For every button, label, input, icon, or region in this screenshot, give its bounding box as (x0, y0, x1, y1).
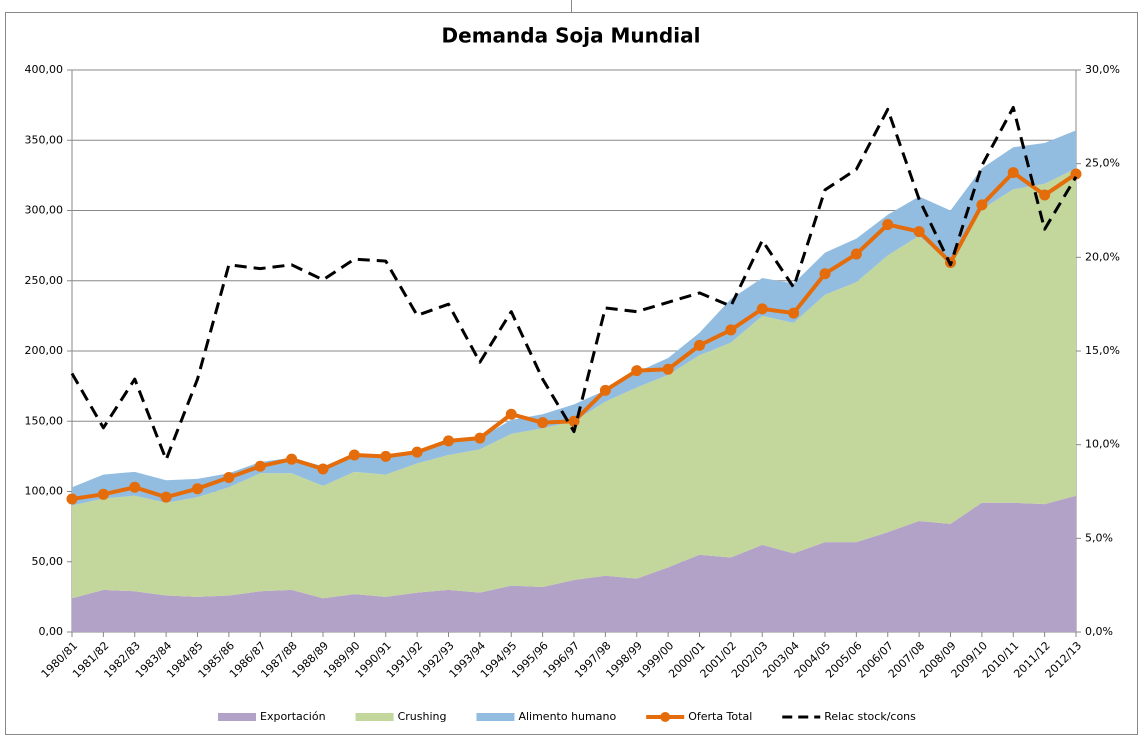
marker (756, 303, 768, 315)
y-tick-label: 200,00 (25, 344, 64, 357)
marker (348, 449, 360, 461)
y-tick-label: 0,00 (39, 625, 64, 638)
marker (568, 415, 580, 427)
legend-swatch (218, 713, 256, 721)
y2-tick-label: 20,0% (1085, 250, 1120, 263)
y2-tick-label: 0,0% (1085, 625, 1113, 638)
marker (976, 199, 988, 211)
marker (850, 248, 862, 260)
area (72, 168, 1076, 599)
legend-swatch (355, 713, 394, 721)
legend-label: Alimento humano (518, 710, 616, 723)
y2-tick-label: 10,0% (1085, 438, 1120, 451)
y-tick-label: 400,00 (25, 63, 64, 76)
marker (474, 432, 486, 444)
y-tick-label: 150,00 (25, 414, 64, 427)
y-tick-label: 100,00 (25, 485, 64, 498)
y-tick-label: 250,00 (25, 274, 64, 287)
marker (97, 488, 109, 500)
marker (66, 493, 78, 505)
marker (443, 435, 454, 447)
marker (599, 384, 611, 396)
marker (788, 307, 800, 319)
marker (537, 417, 549, 429)
marker (882, 219, 894, 231)
chart-title: Demanda Soja Mundial (442, 24, 701, 48)
marker (1007, 167, 1019, 179)
y2-tick-label: 25,0% (1085, 157, 1120, 170)
y-tick-label: 350,00 (25, 133, 64, 146)
y2-tick-label: 30,0% (1085, 63, 1120, 76)
legend-label: Exportación (260, 710, 326, 723)
marker (725, 324, 737, 336)
marker (913, 226, 925, 238)
marker (411, 446, 423, 458)
marker (1070, 168, 1082, 180)
line (70, 105, 1078, 462)
area (72, 495, 1076, 632)
legend-label: Oferta Total (688, 710, 752, 723)
y2-tick-label: 15,0% (1085, 344, 1120, 357)
marker (192, 483, 203, 495)
marker (662, 363, 674, 375)
marker (160, 491, 172, 503)
legend-label: Crushing (398, 710, 447, 723)
legend-swatch (660, 712, 671, 722)
legend-label: Relac stock/cons (824, 710, 916, 723)
marker (129, 481, 141, 493)
marker (631, 365, 643, 377)
marker (254, 460, 266, 472)
marker (1039, 189, 1051, 201)
marker (694, 339, 705, 351)
marker (317, 463, 329, 475)
y2-tick-label: 5,0% (1085, 531, 1113, 544)
marker (819, 268, 831, 280)
legend-swatch (476, 713, 515, 721)
marker (286, 453, 298, 465)
marker (223, 471, 235, 483)
marker (505, 408, 517, 420)
y-tick-label: 50,00 (32, 555, 64, 568)
y-tick-label: 300,00 (25, 204, 64, 217)
marker (380, 450, 392, 462)
